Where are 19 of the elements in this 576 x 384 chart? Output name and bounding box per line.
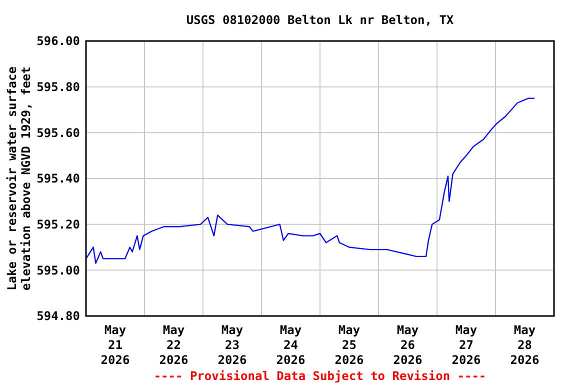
x-tick-label: May 25 2026 <box>334 323 364 367</box>
x-tick-label: May 22 2026 <box>159 323 188 367</box>
y-tick-label: 595.20 <box>36 218 80 232</box>
y-tick-label: 594.80 <box>36 309 80 324</box>
x-tick-label: May 27 2026 <box>452 323 481 367</box>
y-tick-label: 595.60 <box>36 126 80 140</box>
y-tick-label: 595.40 <box>36 172 80 186</box>
x-tick-label: May 26 2026 <box>393 323 422 367</box>
x-tick-label: May 21 2026 <box>100 323 130 367</box>
x-tick-label: May 24 2026 <box>276 323 306 367</box>
x-tick-label: May 28 2026 <box>510 323 540 367</box>
y-tick-label: 595.00 <box>36 263 80 278</box>
text: ---- Provisional Data Subject to Revision ---- <box>154 369 486 383</box>
y-tick-label: 596.00 <box>36 34 80 48</box>
chart-title: USGS 08102000 Belton Lk nr Belton, TX <box>186 13 454 27</box>
line-series <box>85 98 536 264</box>
y-tick-label: 595.80 <box>36 80 80 94</box>
x-tick-label: May 23 2026 <box>218 323 247 367</box>
y-axis-title: Lake or reservoir water surface elevation above NGVD 1929, feet <box>5 66 33 290</box>
